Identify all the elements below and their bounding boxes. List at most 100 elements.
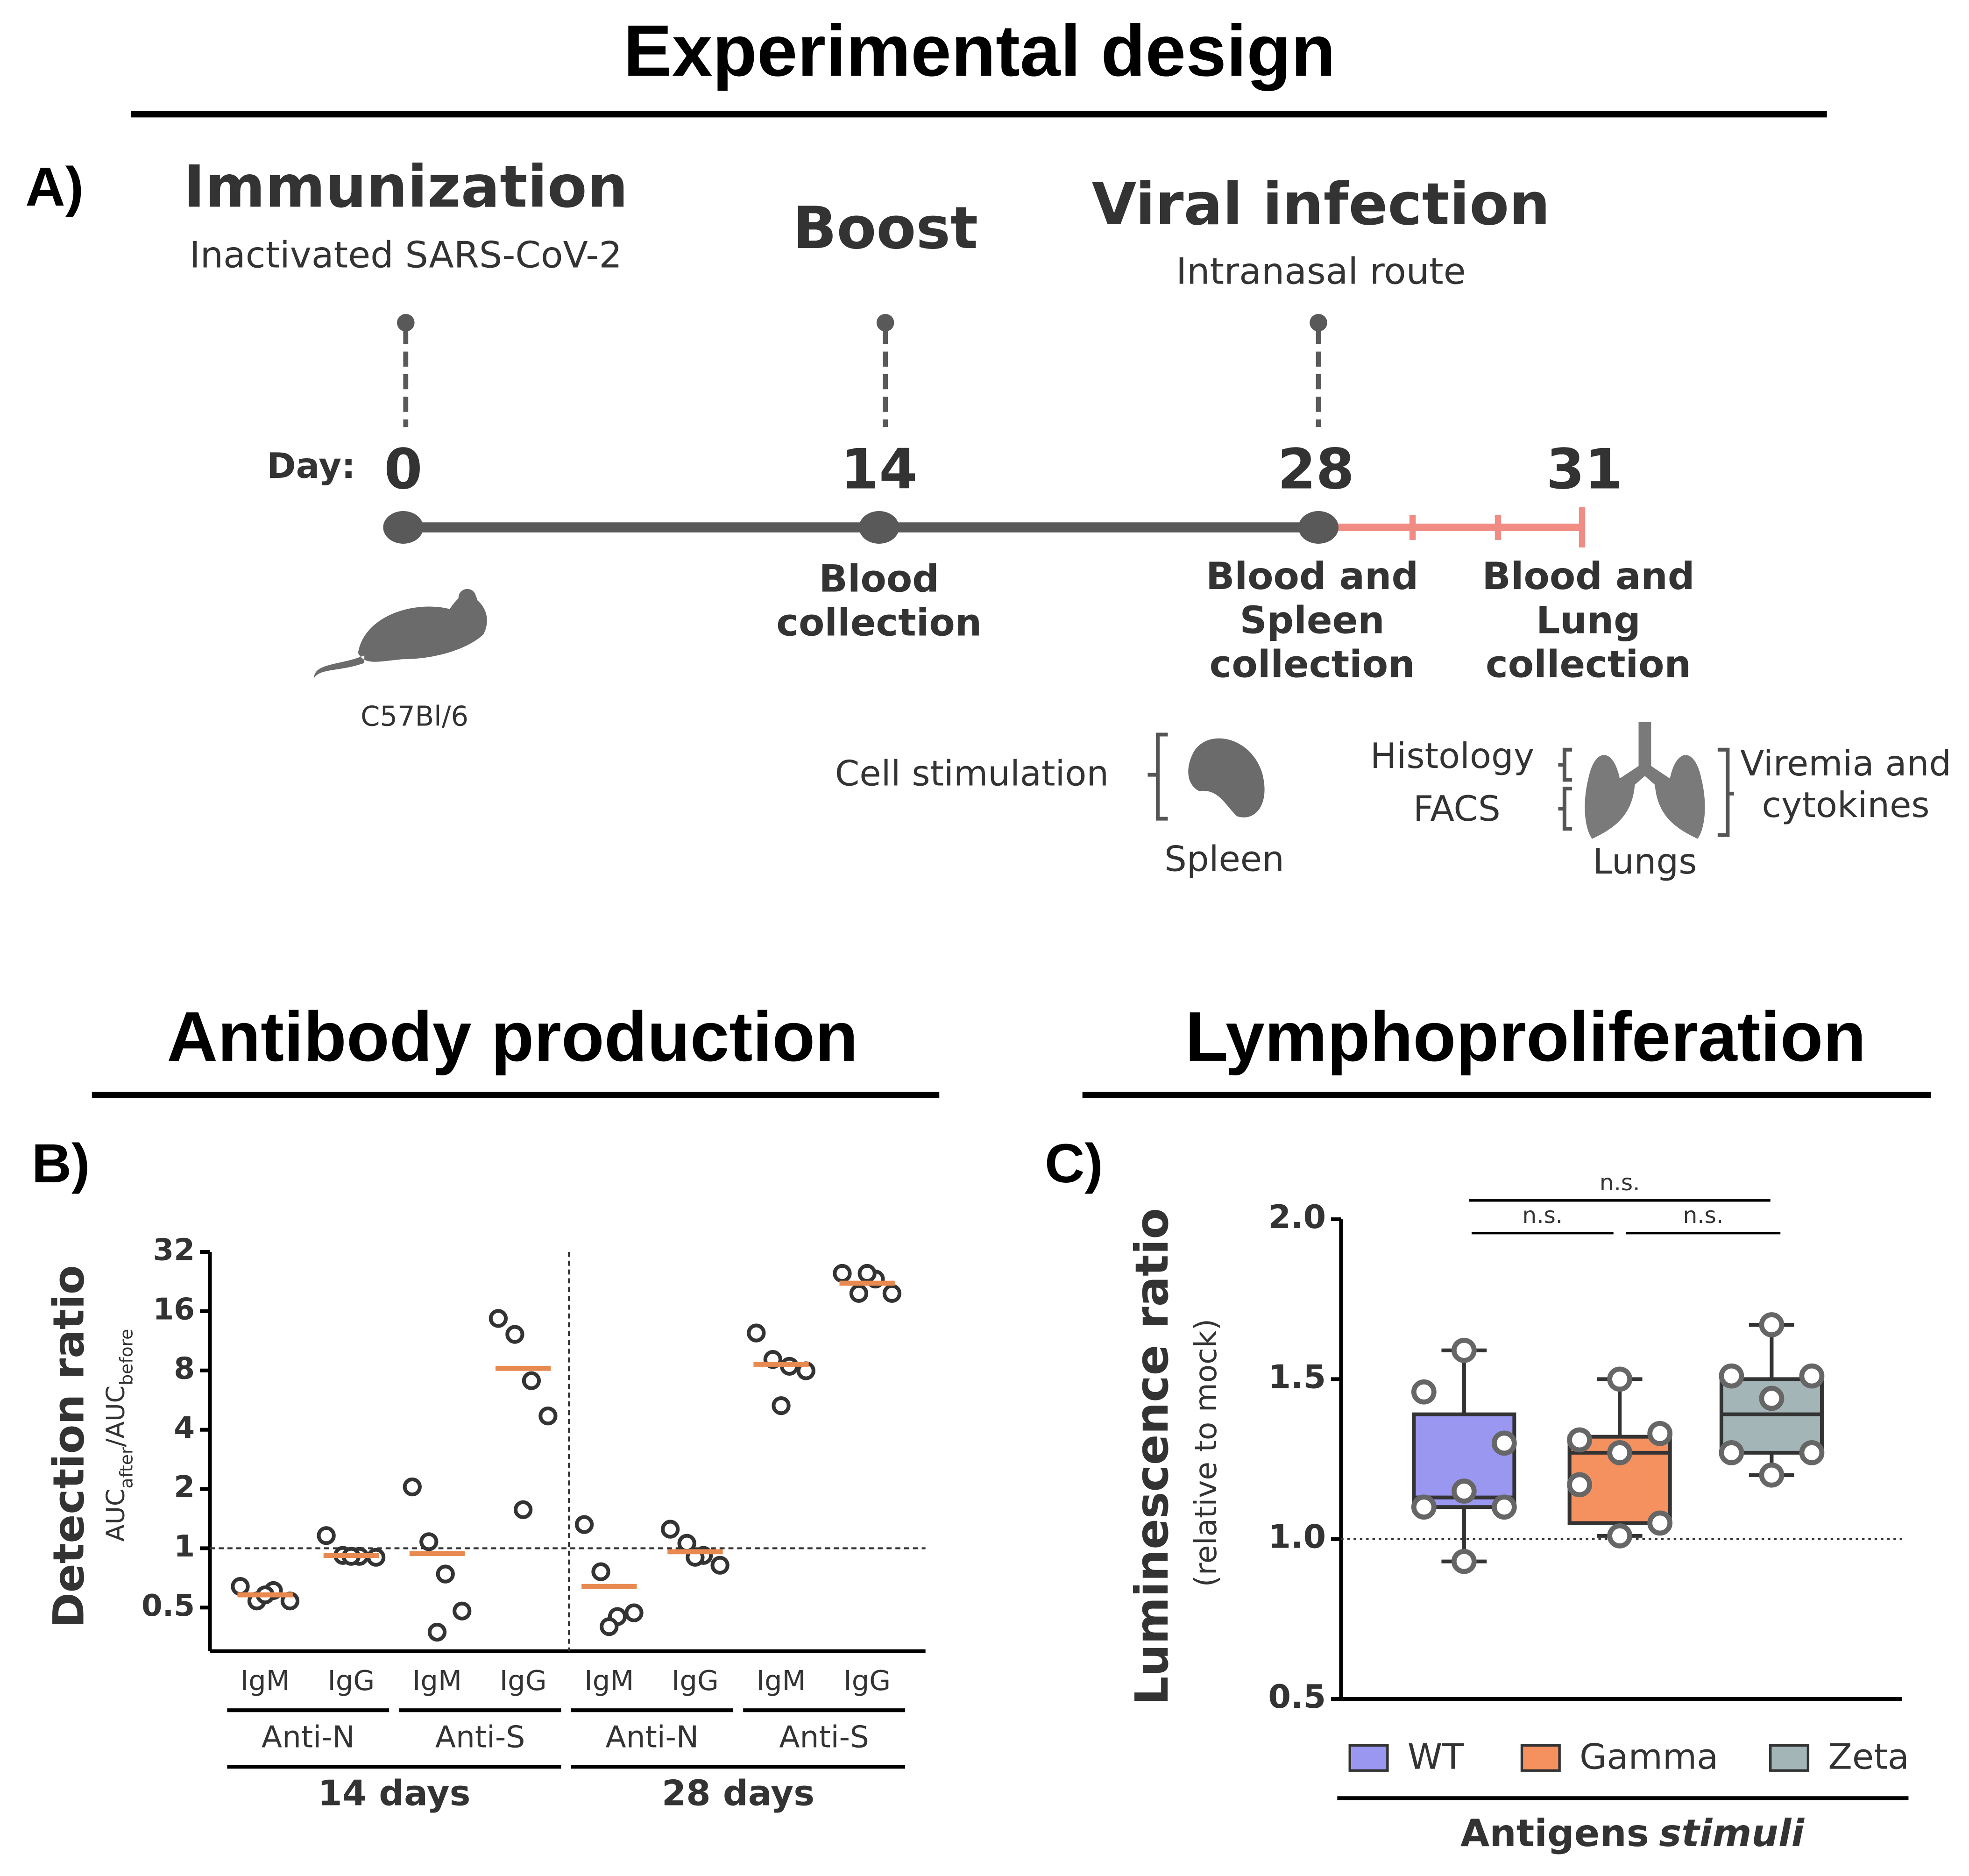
x-tick-label: IgG [843, 1664, 891, 1697]
y-tick-label: 16 [153, 1292, 195, 1327]
data-point [661, 1520, 680, 1539]
x-tick-label: IgG [500, 1664, 547, 1697]
day: 0 [384, 437, 422, 502]
section-title: Antibody production [167, 997, 858, 1076]
data-point [624, 1603, 644, 1622]
y-axis-sublabel: (relative to mock) [1189, 1319, 1224, 1587]
legend-swatch [1520, 1744, 1561, 1772]
y-axis-label: Detection ratio [44, 1265, 94, 1628]
day: 31 [1546, 437, 1623, 502]
data-point [1719, 1363, 1744, 1389]
event-title: Boost [793, 195, 978, 262]
data-point [882, 1284, 902, 1303]
collection-label: collection [1486, 642, 1691, 686]
legend-label: Gamma [1579, 1736, 1718, 1777]
data-point [317, 1526, 336, 1545]
y-tick-label: 2 [174, 1470, 195, 1505]
data-point [1759, 1386, 1785, 1411]
bracket [1147, 732, 1168, 821]
data-point [489, 1309, 508, 1328]
x-tick-label: IgM [757, 1664, 806, 1697]
data-point [505, 1325, 524, 1344]
y-sublabel-part: /AUC [100, 1386, 130, 1447]
bracket [1558, 747, 1572, 831]
data-point [710, 1556, 730, 1575]
group-label: Anti-S [779, 1720, 869, 1755]
panel-label: A) [25, 156, 84, 218]
organ-label: Spleen [1164, 839, 1284, 880]
x-label-part: stimuli [1659, 1812, 1805, 1855]
legend-swatch [1769, 1744, 1810, 1772]
x-tick-label: IgM [584, 1664, 634, 1697]
event-title: Viral infection [1092, 171, 1551, 238]
significance-label: n.s. [1523, 1202, 1563, 1229]
data-point [1451, 1478, 1477, 1504]
data-point [833, 1264, 852, 1283]
y-tick-label: 0.5 [142, 1588, 195, 1623]
y-axis-label: Luminescence ratio [1126, 1208, 1178, 1705]
data-point [231, 1577, 250, 1596]
collection-label: Blood [819, 557, 939, 601]
collection-label: Spleen [1239, 598, 1384, 642]
data-point [1451, 1549, 1477, 1574]
data-point [513, 1500, 533, 1520]
organ-note: FACS [1413, 788, 1501, 829]
data-point [1567, 1427, 1593, 1453]
panel-label: B) [32, 1133, 90, 1194]
section-title: Lymphoproliferation [1185, 997, 1866, 1076]
data-point [772, 1396, 791, 1415]
data-point [436, 1564, 455, 1584]
pin-head [876, 314, 894, 332]
organ-note: Histology [1370, 735, 1535, 776]
data-point [1607, 1440, 1633, 1465]
organ-label: Lungs [1593, 841, 1697, 882]
legend-label: Zeta [1828, 1736, 1909, 1777]
data-point [1799, 1440, 1825, 1465]
mouse-icon [314, 592, 487, 678]
legend-label: WT [1408, 1736, 1464, 1777]
data-point [1607, 1366, 1633, 1392]
organ-note: cytokines [1762, 784, 1929, 825]
event-subtitle: Inactivated SARS-CoV-2 [190, 234, 622, 277]
y-tick-label: 8 [174, 1351, 195, 1386]
data-point [1411, 1379, 1437, 1405]
data-point [1647, 1421, 1673, 1446]
data-point [427, 1622, 447, 1642]
x-tick-label: IgG [327, 1664, 375, 1697]
data-point [1647, 1510, 1673, 1536]
data-point [747, 1323, 766, 1343]
day: 14 [841, 437, 918, 502]
data-point [1451, 1337, 1477, 1363]
lungs-icon [1585, 722, 1705, 839]
y-tick-label: 0.5 [1268, 1678, 1326, 1716]
spleen-icon [1188, 738, 1265, 817]
data-point [849, 1284, 869, 1303]
organ-note: Viremia and [1740, 743, 1951, 784]
data-point [600, 1617, 619, 1636]
pin-head [1310, 314, 1327, 332]
y-tick-label: 32 [153, 1233, 195, 1268]
day-label: Day: [267, 445, 355, 486]
data-point [1719, 1440, 1744, 1465]
data-point [1567, 1472, 1593, 1498]
pin-head [397, 314, 415, 332]
y-tick-label: 1 [174, 1529, 195, 1564]
legend-swatch [1348, 1744, 1389, 1772]
timeline-node [1298, 511, 1339, 544]
data-point [574, 1515, 594, 1534]
y-tick-label: 1.5 [1268, 1358, 1326, 1396]
x-tick-label: IgG [672, 1664, 719, 1697]
data-point [403, 1477, 422, 1497]
data-point [857, 1264, 877, 1283]
mouse-ear [458, 589, 476, 607]
data-point [1759, 1462, 1785, 1488]
data-point [591, 1562, 610, 1581]
x-tick-label: IgM [241, 1664, 290, 1697]
timeline-node [859, 511, 900, 544]
collection-label: collection [776, 601, 982, 645]
data-point [522, 1371, 541, 1390]
panel-label: C) [1045, 1133, 1103, 1194]
data-point [1799, 1363, 1825, 1389]
